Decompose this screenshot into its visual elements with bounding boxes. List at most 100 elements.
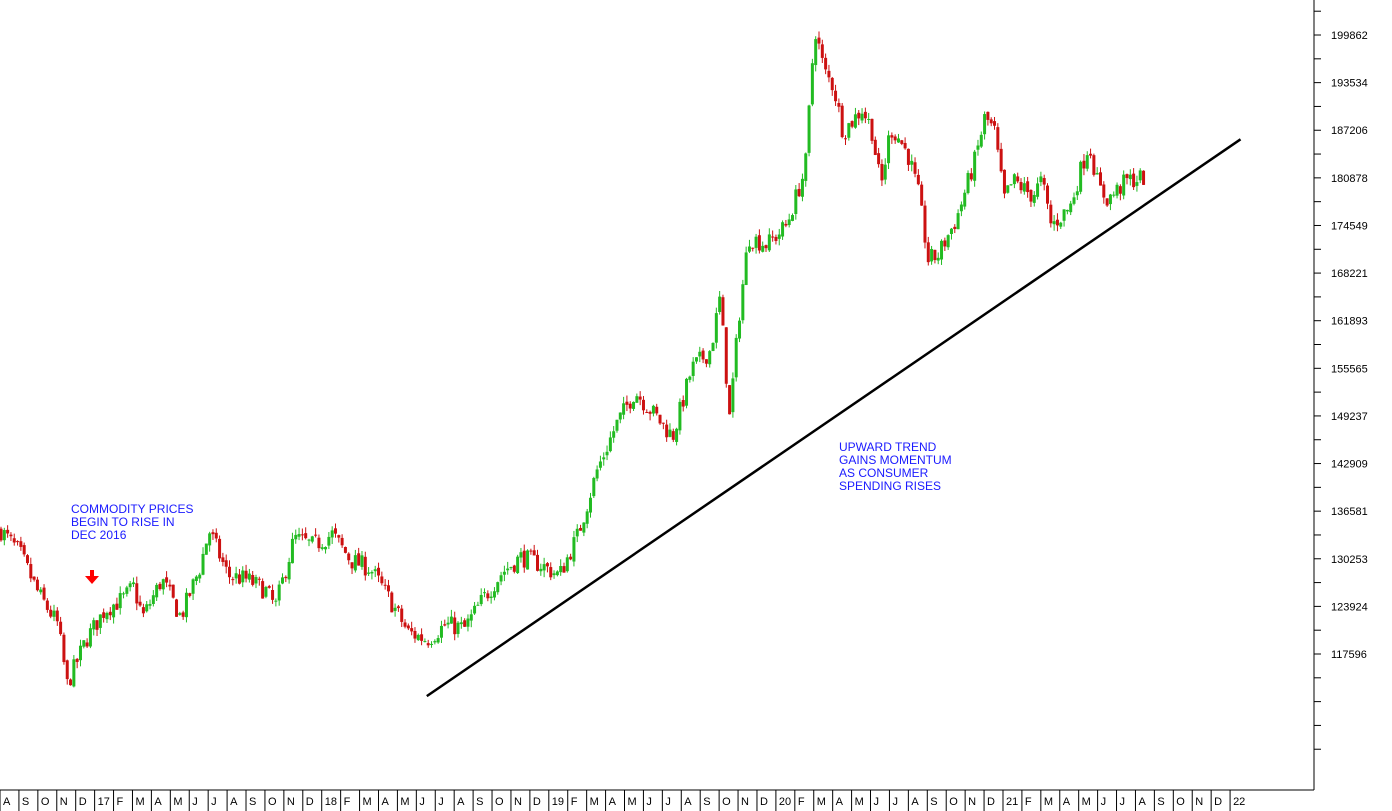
candle-body [297,534,301,537]
candle-body [294,534,298,540]
candle-body [625,401,629,405]
x-tick-label: N [968,796,976,808]
y-tick-label: 117596 [1331,649,1367,661]
candle-body [999,148,1003,172]
candle-body [52,610,56,617]
candle-body [731,378,735,413]
candle-body [820,44,824,58]
candle-body [436,638,440,643]
candle-body [585,511,589,524]
candle-body [569,556,573,560]
candle-body [1062,209,1066,221]
x-tick-label: M [363,796,372,808]
candle-body [459,622,463,625]
candle-body [900,140,904,144]
candle-body [317,537,321,549]
candle-body [181,612,185,617]
candle-body [171,584,175,598]
candle-body [161,579,165,590]
candle-body [131,582,135,585]
x-tick-label: N [514,796,522,808]
candle-body [632,401,636,409]
candle-body [69,679,73,686]
annotation-upward-line-2: GAINS MOMENTUM [839,453,952,467]
candle-body [218,538,222,559]
candle-body [618,412,622,420]
candle-body [635,396,639,403]
candle-body [926,242,930,263]
x-tick-label: 18 [325,796,337,808]
candle-body [1112,194,1116,196]
candle-body [168,584,172,587]
x-tick-label: S [22,796,29,808]
candle-body [1115,184,1119,196]
candle-body [1122,174,1126,196]
candle-body [449,616,453,624]
x-tick-label: N [287,796,295,808]
candle-body [102,612,106,618]
candle-body [877,153,881,165]
candle-body [734,337,738,378]
candle-body [542,564,546,571]
candle-body [257,578,261,580]
candle-body [853,114,857,128]
candle-body [575,528,579,537]
candle-body [552,573,556,576]
candle-body [393,607,397,611]
candle-body [1022,183,1026,192]
candle-body [1065,209,1069,212]
y-tick-label: 149237 [1331,411,1368,423]
candle-body [744,252,748,285]
candle-body [777,234,781,239]
trendline [426,138,1242,698]
x-tick-label: O [495,796,504,808]
annotation-commodity-line-2: BEGIN TO RISE IN [71,515,175,529]
x-tick-label: M [590,796,599,808]
candle-body [221,557,225,562]
candle-body [714,313,718,343]
candle-body [572,537,576,562]
candle-body [290,538,294,564]
y-tick-label: 123924 [1331,601,1368,613]
candlestick-series [0,31,1146,688]
x-tick-label: A [230,796,238,808]
candle-body [658,414,662,424]
annotation-commodity-line-3: DEC 2016 [71,528,127,542]
x-tick-label: A [154,796,162,808]
x-tick-label: D [79,796,87,808]
candle-body [887,135,891,164]
x-tick-label: 17 [98,796,110,808]
candle-body [135,583,139,604]
candle-body [125,587,129,594]
candle-body [420,634,424,641]
candle-body [108,611,112,616]
y-axis: 117596 123924 130253 136581 142909 149237 1555… [1313,0,1368,790]
x-tick-label: A [457,796,465,808]
candle-body [933,249,937,261]
x-tick-label: D [533,796,541,808]
candle-body [870,118,874,141]
candle-body [1029,189,1033,202]
candle-body [95,620,99,630]
candle-body [347,553,351,561]
candle-body [82,640,86,647]
y-tick-label: 199862 [1331,30,1368,42]
candle-body [78,645,82,661]
candle-body [333,528,337,534]
candle-body [993,121,997,126]
candle-body [300,534,304,536]
candle-body [940,240,944,260]
candle-body [2,530,6,541]
x-tick-label: O [41,796,50,808]
y-tick-label: 193534 [1331,78,1368,90]
candle-body [1098,172,1102,186]
candle-body [771,236,775,238]
candle-body [403,622,407,627]
candle-body [1118,186,1122,194]
candle-body [502,571,506,575]
x-tick-label: O [1176,796,1185,808]
x-axis: A S O N D 17 F M A M J J A S O N D 18 F M A M J J A S O N D 19 F M A M J J A… [0,789,1314,811]
candle-body [913,162,917,174]
candle-body [810,63,814,105]
candle-body [115,603,119,610]
